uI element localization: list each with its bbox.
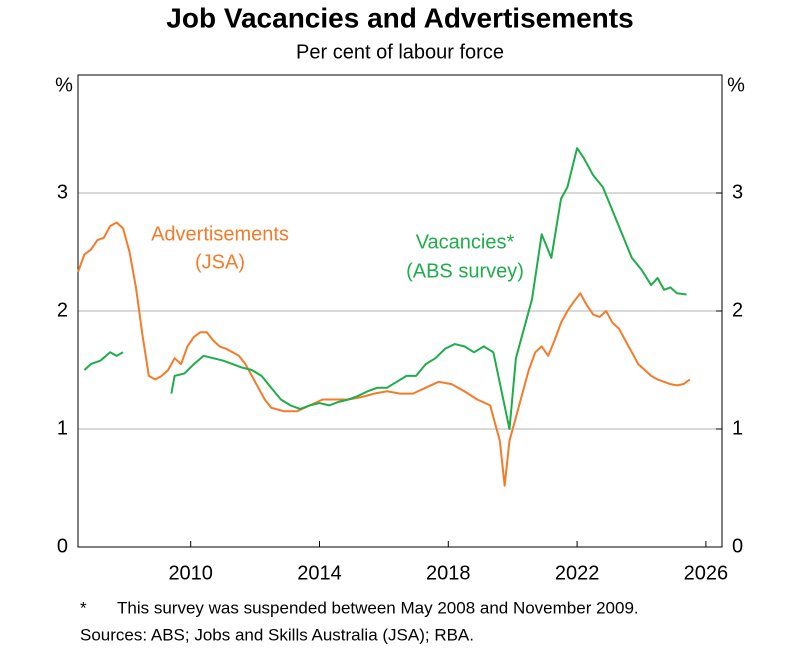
y-tick-label: 3	[57, 181, 68, 203]
footnote: This survey was suspended between May 20…	[117, 598, 639, 617]
y-unit: %	[55, 74, 73, 96]
x-tick-label: 2014	[297, 562, 342, 584]
series-line	[77, 221, 691, 487]
chart-title: Job Vacancies and Advertisements	[166, 2, 633, 33]
y-tick-label: 0	[57, 535, 68, 557]
y-tick-label: 1	[57, 417, 68, 439]
x-tick-label: 2022	[555, 562, 600, 584]
annotation: (JSA)	[195, 251, 245, 273]
annotation: Advertisements	[151, 223, 289, 245]
annotation: (ABS survey)	[406, 260, 524, 282]
y2-tick-label: 2	[732, 299, 743, 321]
y-tick-label: 2	[57, 299, 68, 321]
footnote-marker: *	[80, 598, 87, 617]
plot-frame	[77, 74, 723, 548]
y2-tick-label: 0	[732, 535, 743, 557]
y2-tick-label: 1	[732, 417, 743, 439]
x-tick-label: 2018	[426, 562, 471, 584]
sources: Sources: ABS; Jobs and Skills Australia …	[80, 625, 474, 644]
y2-unit: %	[727, 74, 745, 96]
series-line	[83, 351, 124, 371]
series-line	[170, 147, 687, 430]
x-tick-label: 2010	[168, 562, 213, 584]
chart-subtitle: Per cent of labour force	[296, 41, 504, 63]
y2-tick-label: 3	[732, 181, 743, 203]
annotation: Vacancies*	[416, 231, 515, 253]
x-tick-label: 2026	[684, 562, 729, 584]
